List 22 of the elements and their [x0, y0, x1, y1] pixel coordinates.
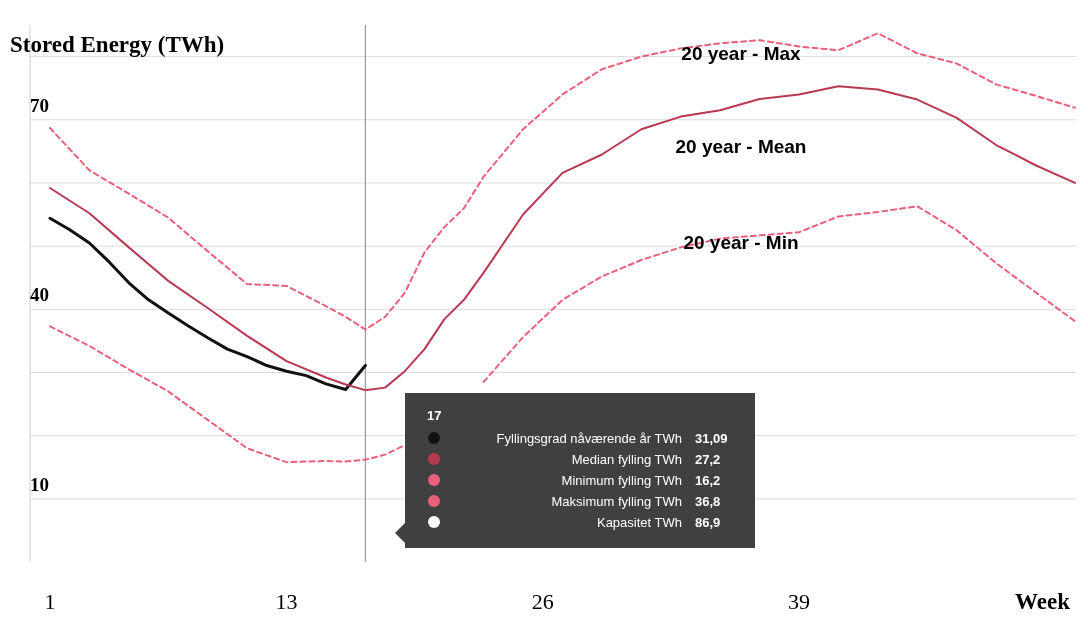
annotation: Maksimum fylling TWh: [551, 493, 682, 509]
annotation: 17: [427, 408, 442, 423]
annotation: Kapasitet TWh: [596, 514, 682, 530]
annotation: 86,9: [695, 514, 721, 530]
x-tick-label: 26: [531, 589, 554, 614]
x-tick-label: 39: [788, 589, 811, 614]
annotation: 20 year - Max: [681, 43, 802, 65]
y-tick-label: 10: [30, 473, 49, 495]
annotation: Minimum fylling TWh: [561, 472, 682, 488]
x-axis-title: Week: [1015, 589, 1071, 614]
annotation: Fyllingsgrad nåværende år TWh: [496, 430, 682, 446]
annotation: Median fylling TWh: [571, 451, 682, 467]
y-tick-label: 70: [30, 94, 49, 116]
annotation: 31,09: [695, 430, 728, 446]
x-tick-label: 13: [275, 589, 298, 614]
annotation: 16,2: [695, 472, 721, 488]
annotation: 27,2: [695, 451, 721, 467]
x-tick-label: 1: [44, 589, 56, 614]
y-tick-label: 40: [30, 284, 49, 306]
annotation: 36,8: [695, 493, 721, 509]
y-axis-title: Stored Energy (TWh): [10, 32, 225, 57]
annotation: 20 year - Mean: [675, 136, 807, 158]
